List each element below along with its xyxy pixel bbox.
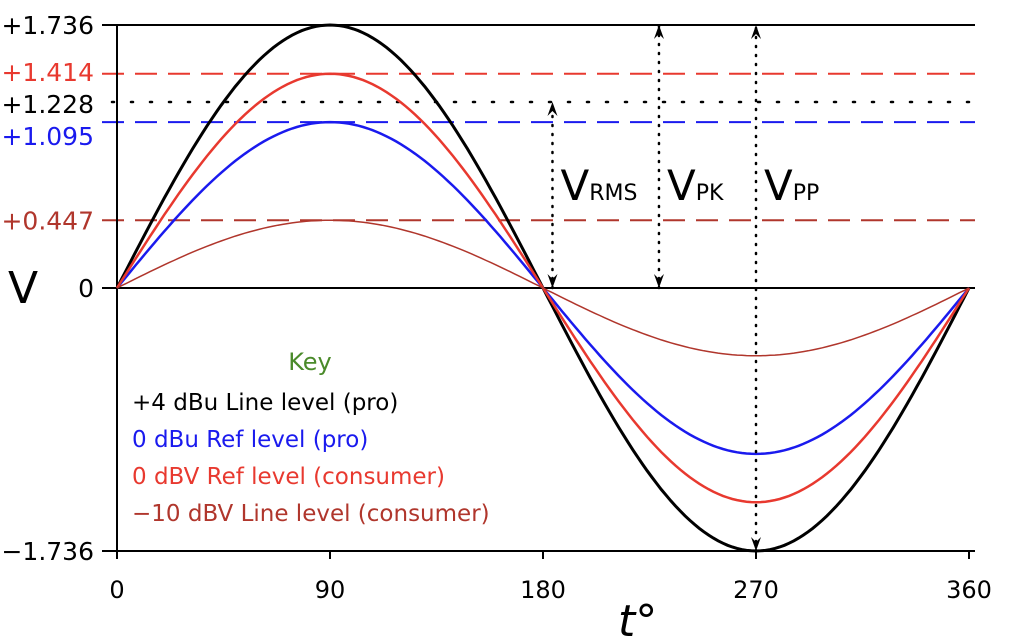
annotation-label: VRMS [560,161,637,210]
annotation-label: VPP [764,161,819,210]
arrow-head-down-icon [653,274,664,288]
legend-item: −10 dBV Line level (consumer) [132,501,490,527]
y-tick-label: +1.228 [1,90,94,119]
x-tick-label: 360 [946,576,992,604]
arrow-head-up-icon [653,25,664,39]
y-tick-label: −1.736 [1,537,94,566]
arrow-head-down-icon [547,274,558,288]
y-tick-label: 0 [78,274,94,303]
y-tick-label: +1.736 [1,11,94,40]
y-tick-label: +0.447 [1,206,94,235]
legend-title: Key [288,348,332,376]
x-axis-label: t° [618,596,657,641]
x-tick-label: 180 [520,576,566,604]
series-line-3 [116,219,970,357]
y-axis-label: V [8,263,38,314]
legend-item: 0 dBV Ref level (consumer) [132,464,445,490]
arrow-head-down-icon [751,537,761,551]
x-tick-label: 90 [315,576,346,604]
arrow-head-up-icon [751,25,761,39]
legend: Key +4 dBu Line level (pro) 0 dBu Ref lev… [132,348,490,527]
y-tick-label: +1.095 [1,122,94,151]
arrow-head-up-icon [547,101,558,116]
y-tick-label: +1.414 [1,58,94,87]
legend-item: +4 dBu Line level (pro) [132,390,398,416]
annotation-label: VPK [667,161,724,210]
legend-item: 0 dBu Ref level (pro) [132,427,368,453]
x-tick-label: 270 [733,576,779,604]
x-tick-label: 0 [109,576,124,604]
